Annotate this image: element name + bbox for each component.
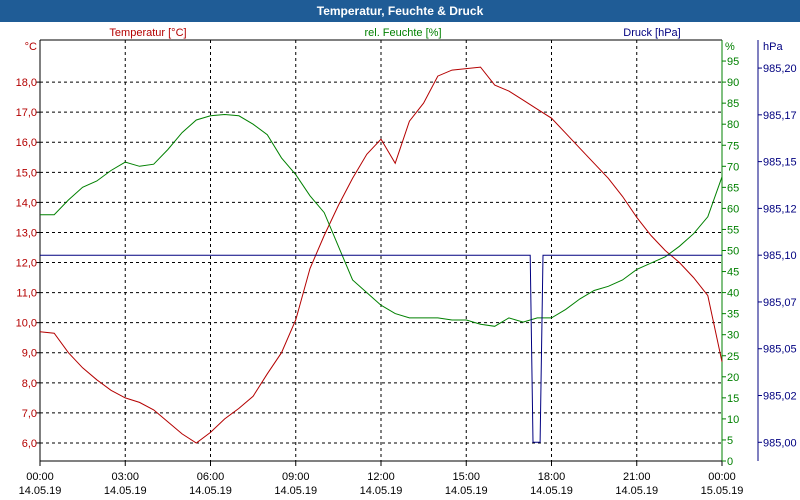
pressure-tick-label: 985,00 [763,437,797,449]
humidity-tick-label: 60 [727,203,739,215]
humidity-tick-label: 20 [727,372,739,384]
humidity-tick-label: 90 [727,77,739,89]
x-tick-label-time: 06:00 [197,471,225,483]
x-tick-label-date: 14.05.19 [360,485,403,497]
temperature-tick-label: 12,0 [16,258,37,270]
x-tick-label-time: 09:00 [282,471,310,483]
humidity-tick-label: 80 [727,119,739,131]
pressure-tick-label: 985,17 [763,110,797,122]
tick-labels: 00:00 14.05.19 03:00 14.05.19 06:00 14.05.19 0… [16,56,797,497]
x-tick-label-time: 12:00 [367,471,395,483]
x-tick-label-date: 14.05.19 [530,485,573,497]
humidity-tick-label: 25 [727,351,739,363]
pressure-tick-label: 985,02 [763,391,797,403]
x-tick-label-date: 15.05.19 [701,485,744,497]
temperature-tick-label: 18,0 [16,77,37,89]
humidity-tick-label: 45 [727,267,739,279]
temperature-axis-title: Temperatur [°C] [109,27,186,39]
temperature-tick-label: 6,0 [22,438,37,450]
temperature-tick-label: 14,0 [16,197,37,209]
x-tick-label-date: 14.05.19 [104,485,147,497]
humidity-tick-label: 5 [727,435,733,447]
temperature-tick-label: 9,0 [22,348,37,360]
x-tick-label-time: 21:00 [623,471,651,483]
humidity-tick-label: 55 [727,224,739,236]
humidity-tick-label: 10 [727,414,739,426]
humidity-tick-label: 0 [727,456,733,468]
window-title: Temperatur, Feuchte & Druck [316,4,484,18]
humidity-tick-label: 95 [727,56,739,68]
series-line-temperature [39,66,723,444]
x-tick-label-date: 14.05.19 [445,485,488,497]
humidity-tick-label: 15 [727,393,739,405]
pressure-tick-label: 985,10 [763,250,797,262]
pressure-unit: hPa [763,41,783,53]
pressure-tick-label: 985,05 [763,344,797,356]
title-bar [0,0,800,22]
x-tick-label-time: 00:00 [708,471,736,483]
series-lines [39,66,723,444]
humidity-tick-label: 30 [727,330,739,342]
series-line-pressure [40,254,722,443]
temperature-tick-label: 8,0 [22,378,37,390]
pressure-tick-label: 985,15 [763,157,797,169]
x-tick-label-date: 14.05.19 [189,485,232,497]
pressure-tick-label: 985,07 [763,297,797,309]
chart: Temperatur [°C] rel. Feuchte [%] Druck [… [16,27,797,497]
pressure-tick-label: 985,20 [763,63,797,75]
temperature-tick-label: 13,0 [16,227,37,239]
x-tick-label-time: 18:00 [538,471,566,483]
humidity-unit: % [725,41,735,53]
x-tick-label-time: 03:00 [111,471,139,483]
temperature-tick-label: 7,0 [22,408,37,420]
pressure-tick-label: 985,12 [763,203,797,215]
pressure-axis-title: Druck [hPa] [623,27,680,39]
x-tick-label-time: 00:00 [26,471,54,483]
x-tick-label-date: 14.05.19 [274,485,317,497]
humidity-tick-label: 40 [727,288,739,300]
humidity-tick-label: 65 [727,182,739,194]
humidity-tick-label: 70 [727,161,739,173]
series-line-humidity [40,113,723,327]
humidity-tick-label: 85 [727,98,739,110]
temperature-tick-label: 17,0 [16,107,37,119]
humidity-tick-label: 35 [727,309,739,321]
temperature-tick-label: 11,0 [16,288,37,300]
temperature-unit: °C [25,41,37,53]
temperature-tick-label: 15,0 [16,167,37,179]
humidity-axis-title: rel. Feuchte [%] [364,27,441,39]
humidity-tick-label: 75 [727,140,739,152]
temperature-tick-label: 16,0 [16,137,37,149]
humidity-tick-label: 50 [727,246,739,258]
x-tick-label-time: 15:00 [452,471,480,483]
x-tick-label-date: 14.05.19 [615,485,658,497]
grid [40,40,722,461]
temperature-tick-label: 10,0 [16,318,37,330]
x-tick-label-date: 14.05.19 [19,485,62,497]
